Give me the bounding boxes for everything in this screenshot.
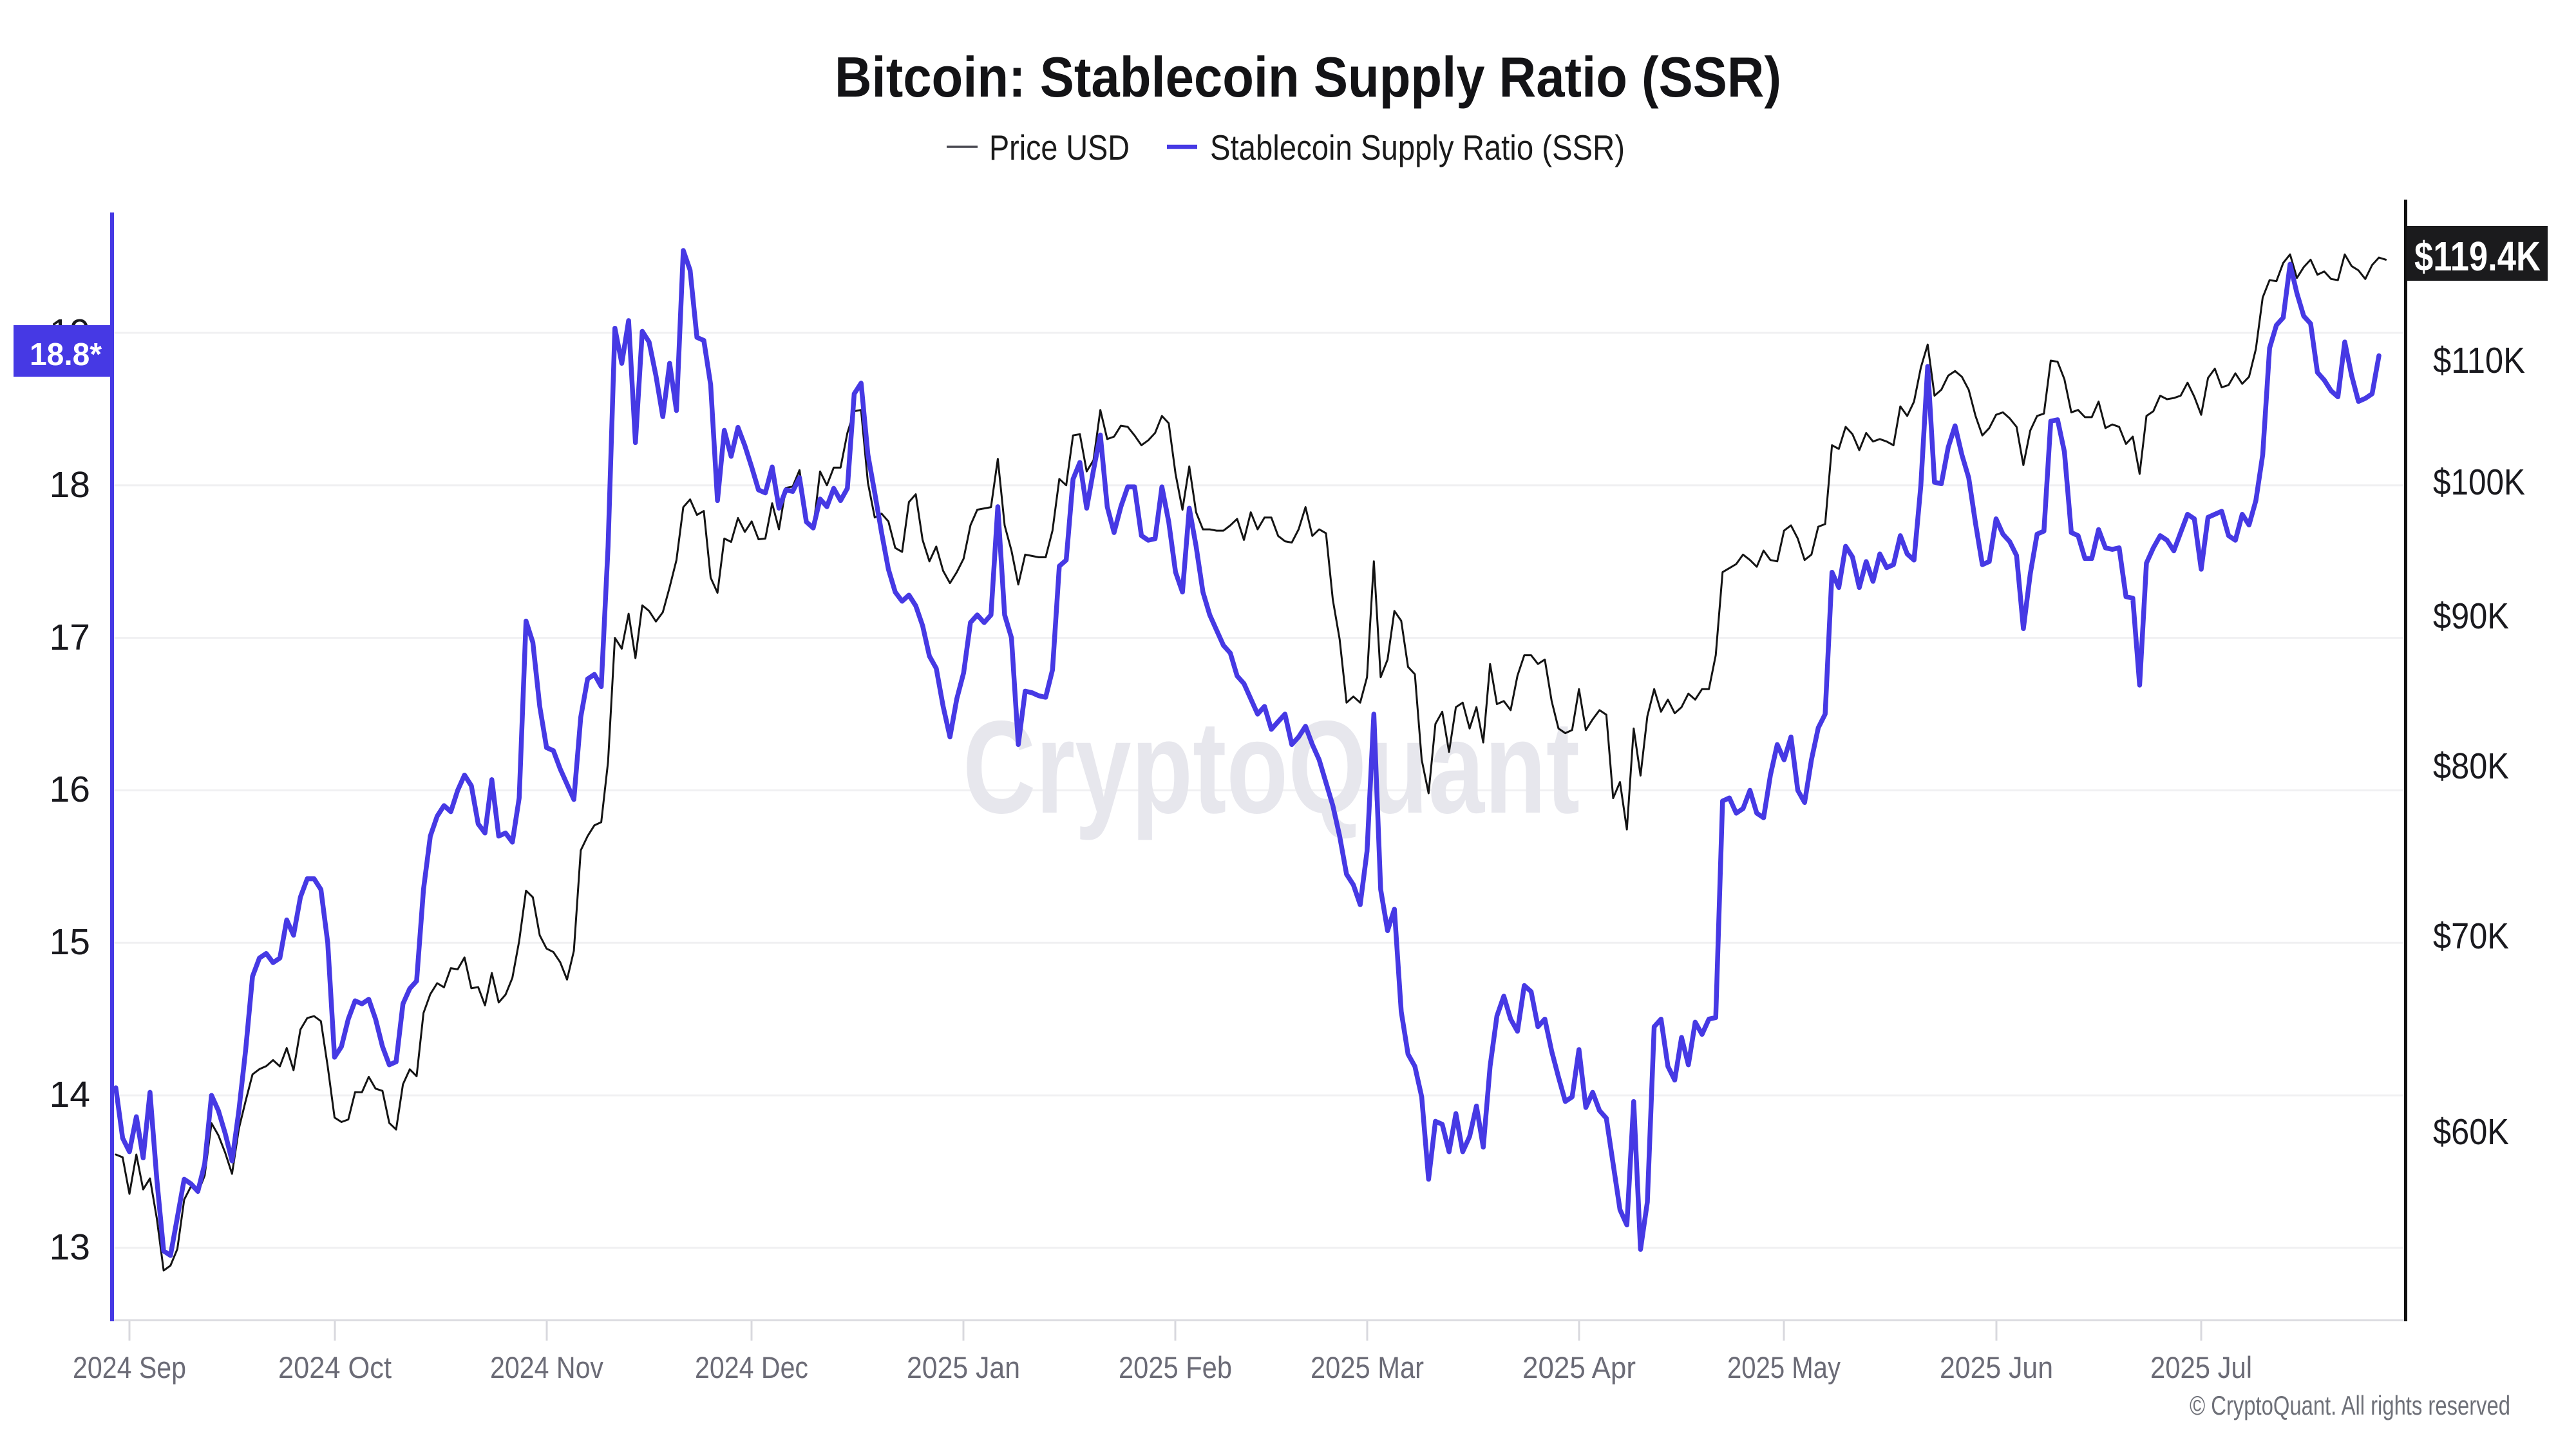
svg-text:18.8*: 18.8* xyxy=(30,337,102,372)
svg-text:2024 Nov: 2024 Nov xyxy=(490,1350,603,1384)
svg-text:18: 18 xyxy=(50,464,90,505)
svg-text:17: 17 xyxy=(50,617,90,658)
svg-text:2025 Jul: 2025 Jul xyxy=(2150,1350,2252,1384)
svg-text:15: 15 xyxy=(50,921,90,963)
svg-text:Stablecoin Supply Ratio (SSR): Stablecoin Supply Ratio (SSR) xyxy=(1210,127,1625,167)
svg-text:$80K: $80K xyxy=(2433,746,2509,787)
svg-text:14: 14 xyxy=(50,1074,90,1115)
svg-text:2025 May: 2025 May xyxy=(1727,1350,1841,1384)
svg-text:13: 13 xyxy=(50,1227,90,1268)
svg-text:$70K: $70K xyxy=(2433,916,2509,957)
svg-text:2025 Jan: 2025 Jan xyxy=(907,1350,1020,1384)
svg-text:$60K: $60K xyxy=(2433,1111,2509,1153)
svg-text:© CryptoQuant. All rights rese: © CryptoQuant. All rights reserved xyxy=(2190,1390,2510,1420)
svg-text:2025 Feb: 2025 Feb xyxy=(1119,1350,1232,1384)
svg-text:2025 Mar: 2025 Mar xyxy=(1311,1350,1424,1384)
svg-text:2025 Apr: 2025 Apr xyxy=(1522,1350,1636,1384)
svg-text:$119.4K: $119.4K xyxy=(2414,233,2541,279)
svg-text:2024 Oct: 2024 Oct xyxy=(278,1350,392,1384)
svg-text:16: 16 xyxy=(50,769,90,810)
svg-text:2024 Sep: 2024 Sep xyxy=(73,1350,186,1384)
svg-text:2025 Jun: 2025 Jun xyxy=(1940,1350,2053,1384)
svg-text:Price USD: Price USD xyxy=(989,127,1130,167)
svg-text:$110K: $110K xyxy=(2433,340,2525,381)
svg-text:$90K: $90K xyxy=(2433,596,2509,637)
svg-text:2024 Dec: 2024 Dec xyxy=(695,1350,808,1384)
svg-text:Bitcoin: Stablecoin Supply Rat: Bitcoin: Stablecoin Supply Ratio (SSR) xyxy=(835,45,1781,109)
svg-text:CryptoQuant: CryptoQuant xyxy=(963,693,1580,841)
svg-text:$100K: $100K xyxy=(2433,462,2525,503)
